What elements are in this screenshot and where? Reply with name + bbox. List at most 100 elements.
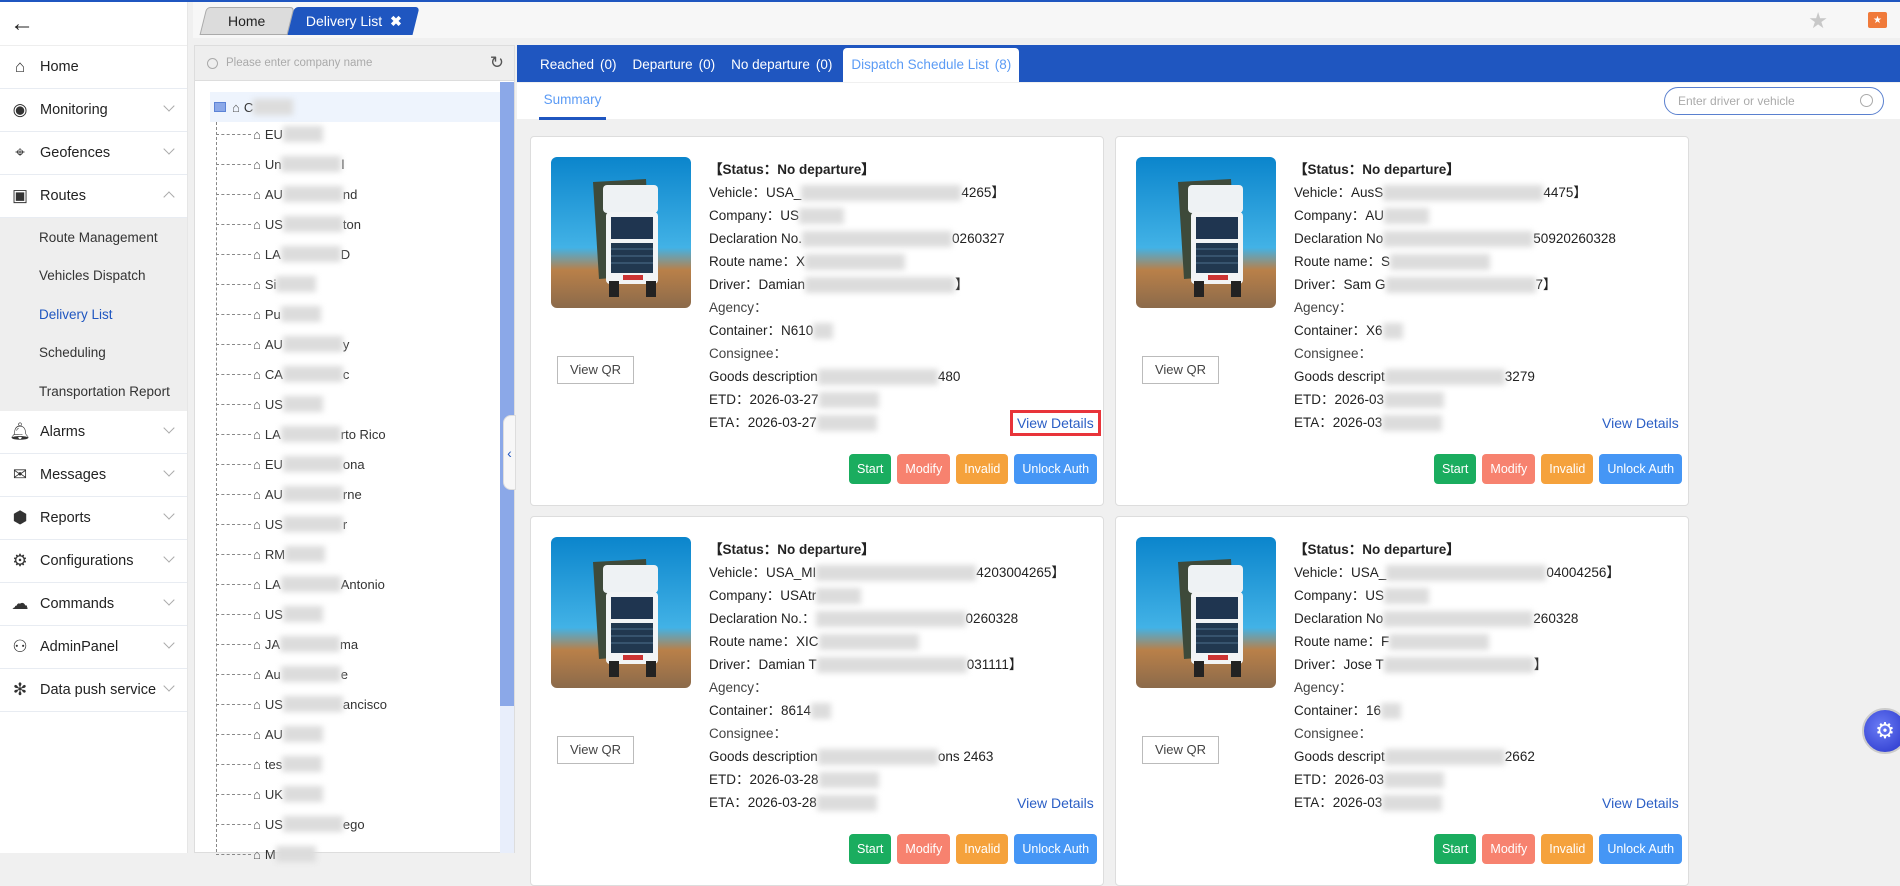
- sidebar-subitem-delivery-list[interactable]: Delivery List: [39, 306, 113, 322]
- sidebar-subitem-scheduling[interactable]: Scheduling: [39, 345, 106, 361]
- chevron-down-icon[interactable]: [163, 464, 175, 477]
- tree-node[interactable]: ⌂ Si: [216, 274, 317, 294]
- start-button[interactable]: Start: [849, 454, 892, 484]
- tree-node[interactable]: ⌂ EU: [216, 124, 323, 144]
- tree-node[interactable]: ⌂ US r: [216, 514, 347, 534]
- tab-no-departure[interactable]: No departure (0): [726, 48, 837, 82]
- tree-node[interactable]: ⌂ US ton: [216, 214, 361, 234]
- view-details-link[interactable]: View Details: [1017, 795, 1094, 811]
- tree-node[interactable]: ⌂ tes: [216, 754, 323, 774]
- tree-node[interactable]: ⌂ CA c: [216, 364, 349, 384]
- invalid-button[interactable]: Invalid: [956, 834, 1009, 864]
- tree-node[interactable]: ⌂ LA Antonio: [216, 574, 385, 594]
- view-details-link[interactable]: View Details: [1010, 410, 1101, 436]
- sidebar-item-configurations[interactable]: ⚙ Configurations: [0, 540, 187, 583]
- invalid-button[interactable]: Invalid: [1541, 454, 1594, 484]
- tree-node[interactable]: ⌂ Un l: [216, 154, 344, 174]
- unlock-button[interactable]: Unlock Auth: [1014, 454, 1098, 484]
- settings-gear-icon[interactable]: ⚙: [1862, 708, 1900, 754]
- sidebar-item-messages[interactable]: ✉ Messages: [0, 454, 187, 497]
- start-button[interactable]: Start: [849, 834, 892, 864]
- tab-departure[interactable]: Departure (0): [628, 48, 721, 82]
- tree-node[interactable]: ⌂ M: [216, 844, 316, 864]
- favorites-folder-icon[interactable]: ★: [1868, 12, 1887, 28]
- start-button[interactable]: Start: [1434, 834, 1477, 864]
- sidebar-item-monitoring[interactable]: ◉ Monitoring: [0, 89, 187, 132]
- view-qr-button[interactable]: View QR: [557, 736, 634, 764]
- driver-vehicle-search-input[interactable]: Enter driver or vehicle: [1664, 87, 1884, 115]
- chevron-down-icon[interactable]: [163, 507, 175, 520]
- tree-node-label-end: r: [342, 516, 348, 532]
- tab-reached[interactable]: Reached (0): [535, 48, 622, 82]
- chevron-down-icon[interactable]: [163, 100, 175, 112]
- start-button[interactable]: Start: [1434, 454, 1477, 484]
- scrollbar-thumb[interactable]: [500, 82, 514, 706]
- star-icon[interactable]: ★: [1808, 8, 1828, 33]
- modify-button[interactable]: Modify: [1482, 834, 1536, 864]
- sidebar-subitem-vehicles-dispatch[interactable]: Vehicles Dispatch: [39, 268, 146, 284]
- sidebar-item-routes[interactable]: ▣ Routes: [0, 175, 187, 218]
- tree-node[interactable]: ⌂ LA rto Rico: [216, 424, 386, 444]
- tree-node[interactable]: ⌂ JA ma: [216, 634, 358, 654]
- tab-home[interactable]: Home: [199, 7, 295, 35]
- view-qr-button[interactable]: View QR: [1142, 356, 1219, 384]
- tree-node[interactable]: ⌂ US: [216, 394, 323, 414]
- invalid-button[interactable]: Invalid: [956, 454, 1009, 484]
- view-details-link[interactable]: View Details: [1602, 415, 1679, 431]
- collapse-panel-button[interactable]: ‹: [503, 415, 516, 490]
- sidebar-subitem-transportation-report[interactable]: Transportation Report: [39, 383, 170, 399]
- unlock-button[interactable]: Unlock Auth: [1599, 834, 1683, 864]
- redacted: [1383, 185, 1544, 202]
- tree-node[interactable]: ⌂ US: [216, 604, 323, 624]
- chevron-down-icon[interactable]: [163, 421, 175, 434]
- tree-node[interactable]: ⌂ US ego: [216, 814, 365, 834]
- tree-node[interactable]: ⌂ UK: [216, 784, 323, 804]
- invalid-button[interactable]: Invalid: [1541, 834, 1594, 864]
- company-search-input[interactable]: Please enter company name ↻: [195, 46, 514, 81]
- tree-node[interactable]: ⌂ RM: [216, 544, 326, 564]
- chevron-down-icon[interactable]: [163, 636, 175, 649]
- tree-node[interactable]: ⌂ AU y: [216, 334, 349, 354]
- modify-button[interactable]: Modify: [1482, 454, 1536, 484]
- arrow-left-icon[interactable]: ←: [0, 2, 187, 46]
- modify-button[interactable]: Modify: [897, 834, 951, 864]
- chevron-down-icon[interactable]: [163, 143, 175, 155]
- sidebar-item-adminpanel[interactable]: ⚇ AdminPanel: [0, 626, 187, 669]
- modify-button[interactable]: Modify: [897, 454, 951, 484]
- tab-summary[interactable]: Summary: [539, 83, 606, 120]
- sidebar-item-reports[interactable]: ⬢ Reports: [0, 497, 187, 540]
- sidebar-item-home[interactable]: ⌂ Home: [0, 46, 187, 89]
- chevron-down-icon[interactable]: [163, 550, 175, 563]
- view-details-link[interactable]: View Details: [1602, 795, 1679, 811]
- sidebar-item-commands[interactable]: ☁ Commands: [0, 583, 187, 626]
- view-qr-button[interactable]: View QR: [1142, 736, 1219, 764]
- detail-value-start: Route name：XIC: [709, 634, 819, 649]
- tree-node[interactable]: ⌂ Pu: [216, 304, 321, 324]
- home-icon: ⌂: [253, 156, 261, 172]
- sidebar-item-geofences[interactable]: ⌖ Geofences: [0, 132, 187, 175]
- unlock-button[interactable]: Unlock Auth: [1599, 454, 1683, 484]
- view-qr-button[interactable]: View QR: [557, 356, 634, 384]
- search-icon[interactable]: [1860, 94, 1873, 107]
- tree-node[interactable]: ⌂ Au e: [216, 664, 348, 684]
- tab-dispatch-schedule-list[interactable]: Dispatch Schedule List (8): [843, 48, 1020, 82]
- chevron-down-icon[interactable]: [163, 593, 175, 606]
- chevron-down-icon[interactable]: [163, 679, 175, 692]
- tab-delivery-list[interactable]: Delivery List ✖: [287, 7, 420, 35]
- sidebar-subitem-route-management[interactable]: Route Management: [39, 229, 158, 245]
- tree-node[interactable]: ⌂ US ancisco: [216, 694, 387, 714]
- tree-node[interactable]: ⌂ LA D: [216, 244, 350, 264]
- sidebar-item-data-push-service[interactable]: ✻ Data push service: [0, 669, 187, 712]
- tree-root-node[interactable]: ⌂ C: [210, 92, 500, 122]
- tree-node[interactable]: ⌂ AU: [216, 724, 323, 744]
- close-icon[interactable]: ✖: [389, 12, 402, 29]
- tree-node[interactable]: ⌂ EU ona: [216, 454, 365, 474]
- tree-node[interactable]: ⌂ AU nd: [216, 184, 357, 204]
- unlock-button[interactable]: Unlock Auth: [1014, 834, 1098, 864]
- collapse-node-icon[interactable]: [214, 102, 226, 112]
- map-pin-icon: ⌖: [15, 143, 25, 162]
- tree-node[interactable]: ⌂ AU rne: [216, 484, 362, 504]
- chevron-up-icon[interactable]: [163, 191, 175, 203]
- sidebar-item-alarms[interactable]: 🔔︎ Alarms: [0, 411, 187, 454]
- refresh-icon[interactable]: ↻: [489, 53, 504, 72]
